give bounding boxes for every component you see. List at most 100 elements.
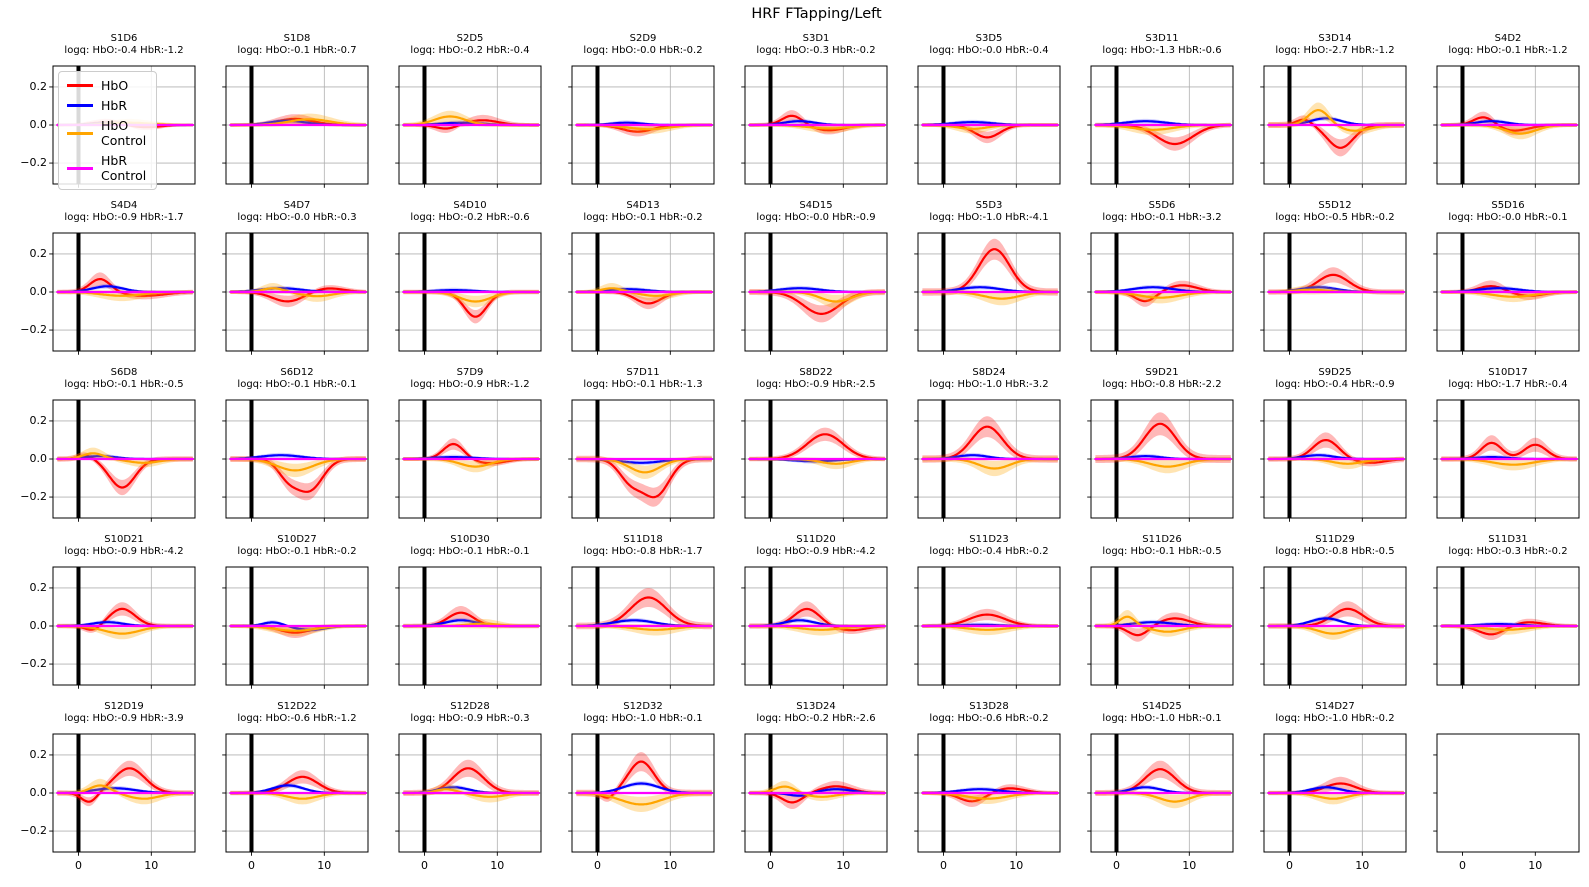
x-tick-label: 0 <box>247 859 255 872</box>
subplot-title-block: S5D6 logq: HbO:-0.1 HbR:-3.2 <box>1075 200 1249 224</box>
subplot-channel-title: S6D12 <box>280 367 314 378</box>
subplot-title-block: S12D19 logq: HbO:-0.9 HbR:-3.9 <box>37 701 211 725</box>
subplot-channel-title: S14D27 <box>1315 701 1355 712</box>
subplot-logq: logq: HbO:-1.0 HbR:-3.2 <box>929 379 1049 390</box>
y-tick-label: −0.2 <box>20 490 47 504</box>
subplot-title-block: S12D22 logq: HbO:-0.6 HbR:-1.2 <box>210 701 384 725</box>
hrf-plot <box>741 399 888 522</box>
figure-title: HRF FTapping/Left <box>751 6 882 22</box>
hrf-plot <box>222 65 369 188</box>
hrf-plot <box>914 566 1061 689</box>
legend-label: HbO Control <box>101 118 147 148</box>
subplot-channel-title: S14D25 <box>1142 701 1182 712</box>
legend-item: HbR <box>67 98 146 113</box>
subplot-channel-title: S10D27 <box>277 534 317 545</box>
subplot-logq: logq: HbO:-0.1 HbR:-0.1 <box>410 546 530 557</box>
subplot-channel-title: S1D8 <box>283 33 311 44</box>
subplot-channel-title: S4D7 <box>283 200 311 211</box>
hrf-plot <box>1087 399 1234 522</box>
subplot-title-block: S7D11 logq: HbO:-0.1 HbR:-1.3 <box>556 367 730 391</box>
subplot-title-block: S2D5 logq: HbO:-0.2 HbR:-0.4 <box>383 33 557 57</box>
subplot-title-block: S10D27 logq: HbO:-0.1 HbR:-0.2 <box>210 534 384 558</box>
hrf-plot <box>1260 733 1407 856</box>
subplot-logq: logq: HbO:-0.1 HbR:-0.1 <box>237 379 357 390</box>
subplot-logq: logq: HbO:-0.4 HbR:-0.2 <box>929 546 1049 557</box>
subplot-channel-title: S8D24 <box>972 367 1006 378</box>
subplot-logq: logq: HbO:-0.8 HbR:-2.2 <box>1102 379 1222 390</box>
subplot-channel-title: S3D11 <box>1145 33 1179 44</box>
subplot-channel-title: S2D9 <box>629 33 657 44</box>
x-tick-label: 0 <box>1285 859 1293 872</box>
subplot-channel-title: S3D1 <box>802 33 830 44</box>
subplot-channel-title: S8D22 <box>799 367 833 378</box>
subplot-logq: logq: HbO:-0.3 HbR:-0.2 <box>756 45 876 56</box>
subplot-logq: logq: HbO:-0.0 HbR:-0.1 <box>1448 212 1568 223</box>
subplot-title-block: S5D12 logq: HbO:-0.5 HbR:-0.2 <box>1248 200 1422 224</box>
hrf-plot <box>568 65 715 188</box>
subplot-title-block: S4D13 logq: HbO:-0.1 HbR:-0.2 <box>556 200 730 224</box>
hbo-ci-band <box>230 770 366 796</box>
x-tick-label: 10 <box>1182 859 1197 872</box>
subplot-title-block: S3D11 logq: HbO:-1.3 HbR:-0.6 <box>1075 33 1249 57</box>
subplot-channel-title: S1D6 <box>110 33 138 44</box>
hbo_control-ci-band <box>749 289 885 309</box>
hrf-plot <box>914 399 1061 522</box>
hbo-ci-band <box>1095 412 1231 463</box>
hbo-control-legend-swatch <box>67 131 93 135</box>
subplot-title-block: S3D5 logq: HbO:-0.0 HbR:-0.4 <box>902 33 1076 57</box>
subplot-logq: logq: HbO:-0.8 HbR:-1.7 <box>583 546 703 557</box>
hbo-ci-band <box>922 238 1058 296</box>
y-tick-label: 0.2 <box>29 246 48 260</box>
hrf-plot <box>568 566 715 689</box>
subplot-logq: logq: HbO:-2.7 HbR:-1.2 <box>1275 45 1395 56</box>
hrf-plot <box>222 399 369 522</box>
hbo_control-ci-band <box>57 778 193 805</box>
hbo-ci-band <box>1095 612 1231 642</box>
subplot-title-block: S11D31 logq: HbO:-0.3 HbR:-0.2 <box>1421 534 1589 558</box>
subplot-logq: logq: HbO:-0.1 HbR:-3.2 <box>1102 212 1222 223</box>
x-tick-label: 10 <box>663 859 678 872</box>
subplot-title-block: S10D17 logq: HbO:-1.7 HbR:-0.4 <box>1421 367 1589 391</box>
hbo-ci-band <box>576 752 712 802</box>
hrf-plot <box>1087 733 1234 856</box>
subplot-channel-title: S13D24 <box>796 701 836 712</box>
x-tick-label: 10 <box>144 859 159 872</box>
subplot-channel-title: S4D13 <box>626 200 660 211</box>
hrf-plot <box>914 733 1061 856</box>
hrf-plot <box>1087 65 1234 188</box>
subplot-channel-title: S11D18 <box>623 534 663 545</box>
subplot-channel-title: S5D16 <box>1491 200 1525 211</box>
hrf-plot <box>222 232 369 355</box>
subplot-logq: logq: HbO:-0.2 HbR:-0.6 <box>410 212 530 223</box>
hbr-control-legend-swatch <box>67 166 93 170</box>
hrf-plot <box>1433 399 1580 522</box>
hrf-plot <box>49 566 196 689</box>
subplot-channel-title: S6D8 <box>110 367 138 378</box>
subplot-logq: logq: HbO:-0.9 HbR:-0.3 <box>410 713 530 724</box>
hrf-plot <box>395 399 542 522</box>
y-tick-label: 0.2 <box>29 747 48 761</box>
subplot-title-block: S9D21 logq: HbO:-0.8 HbR:-2.2 <box>1075 367 1249 391</box>
subplot-logq: logq: HbO:-1.0 HbR:-4.1 <box>929 212 1049 223</box>
subplot-logq: logq: HbO:-0.2 HbR:-0.4 <box>410 45 530 56</box>
subplot-title-block: S8D22 logq: HbO:-0.9 HbR:-2.5 <box>729 367 903 391</box>
subplot-logq: logq: HbO:-0.0 HbR:-0.4 <box>929 45 1049 56</box>
subplot-logq: logq: HbO:-0.6 HbR:-0.2 <box>929 713 1049 724</box>
hrf-plot <box>1260 399 1407 522</box>
x-tick-label: 0 <box>766 859 774 872</box>
subplot-logq: logq: HbO:-1.7 HbR:-0.4 <box>1448 379 1568 390</box>
subplot-title-block: S13D24 logq: HbO:-0.2 HbR:-2.6 <box>729 701 903 725</box>
subplot-title-block: S11D29 logq: HbO:-0.8 HbR:-0.5 <box>1248 534 1422 558</box>
x-tick-label: 0 <box>939 859 947 872</box>
subplot-channel-title: S4D15 <box>799 200 833 211</box>
subplot-channel-title: S7D9 <box>456 367 484 378</box>
x-tick-label: 10 <box>1009 859 1024 872</box>
legend-item: HbO <box>67 78 146 93</box>
hrf-plot <box>1087 232 1234 355</box>
hrf-plot <box>49 399 196 522</box>
subplot-logq: logq: HbO:-1.0 HbR:-0.2 <box>1275 713 1395 724</box>
subplot-logq: logq: HbO:-0.3 HbR:-0.2 <box>1448 546 1568 557</box>
subplot-channel-title: S11D29 <box>1315 534 1355 545</box>
hrf-plot <box>395 232 542 355</box>
empty-axes <box>1433 733 1580 856</box>
